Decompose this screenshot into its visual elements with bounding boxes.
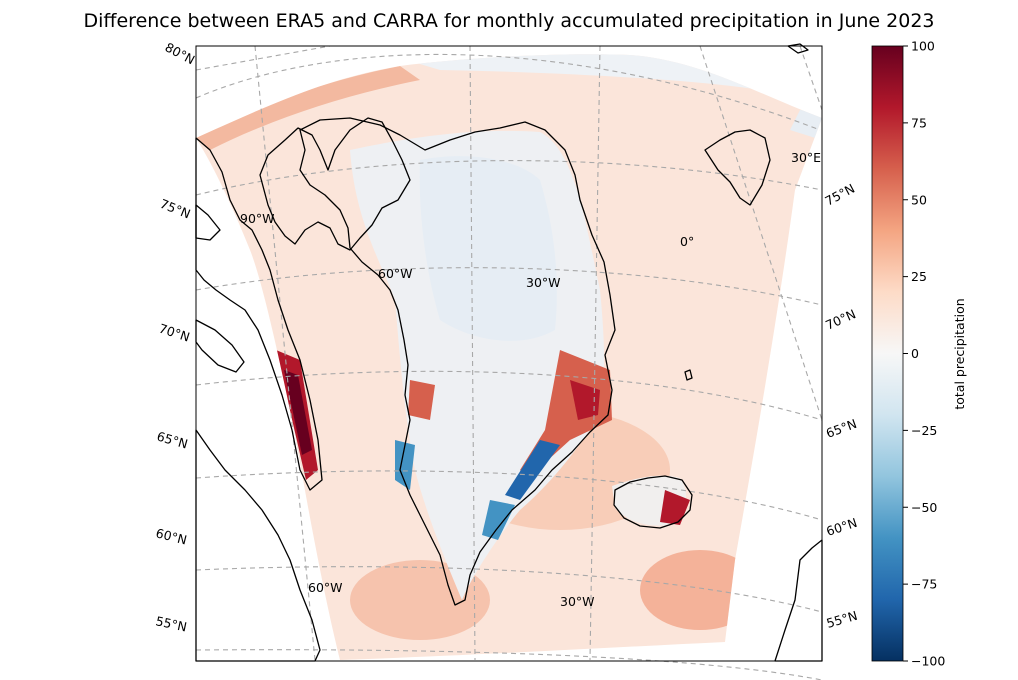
latitude-labels-left: 80°N 75°N 70°N 65°N 60°N 55°N <box>154 39 197 634</box>
lat-label-70n-right: 70°N <box>823 306 858 333</box>
lat-label-75n-right: 75°N <box>822 181 857 209</box>
longitude-labels: 90°W 60°W 30°W 0° 30°E 60°W 30°W <box>240 150 821 609</box>
precipitation-difference-field <box>196 54 822 660</box>
colorbar-tick-label: 50 <box>911 192 927 207</box>
lon-label-30w: 30°W <box>526 275 561 290</box>
colorbar-label: total precipitation <box>952 298 967 409</box>
lat-label-80n-left: 80°N <box>163 39 198 67</box>
colorbar-tick-label: −25 <box>911 423 937 438</box>
greenland-coastline <box>299 117 616 606</box>
lon-label-90w: 90°W <box>240 211 275 226</box>
lat-label-55n-right: 55°N <box>825 608 859 631</box>
lat-label-55n-left: 55°N <box>154 613 188 634</box>
colorbar-body <box>871 45 904 662</box>
colorbar-tick-label: −50 <box>911 500 937 515</box>
latitude-labels-right: 75°N 70°N 65°N 60°N 55°N <box>822 181 859 631</box>
lon-label-30w-bottom: 30°W <box>560 594 595 609</box>
jan-mayen-coastline <box>684 369 693 381</box>
colorbar-tick-label: −75 <box>911 577 937 592</box>
lat-label-75n-left: 75°N <box>158 196 193 222</box>
lat-label-60n-right: 60°N <box>824 515 859 539</box>
lon-label-60w-bottom: 60°W <box>308 580 343 595</box>
lat-label-65n-left: 65°N <box>155 428 189 451</box>
island-coastline <box>195 319 245 373</box>
lat-label-70n-left: 70°N <box>157 321 192 345</box>
chart-title: Difference between ERA5 and CARRA for mo… <box>83 10 934 32</box>
lat-label-65n-right: 65°N <box>824 416 859 441</box>
iceland-coastline <box>613 475 693 529</box>
colorbar: 100 75 50 25 0 −25 −50 −75 −100 total precipitat… <box>871 39 967 669</box>
colorbar-tick-label: 0 <box>911 346 919 361</box>
map-frame <box>195 45 823 662</box>
lon-label-60w: 60°W <box>378 266 413 281</box>
lon-label-0: 0° <box>680 234 694 249</box>
colorbar-tick-label: 100 <box>911 39 935 54</box>
lat-label-60n-left: 60°N <box>154 525 188 547</box>
colorbar-ticks: 100 75 50 25 0 −25 −50 −75 −100 <box>903 39 945 669</box>
colorbar-tick-label: −100 <box>911 654 945 669</box>
ellesmere-coastline <box>259 117 411 251</box>
lon-label-30e: 30°E <box>791 150 821 165</box>
franz-josef-coastline <box>787 43 809 54</box>
baffin-coastline <box>195 137 323 491</box>
coastlines <box>195 43 823 662</box>
map-panel <box>195 43 823 680</box>
colorbar-tick-label: 25 <box>911 269 927 284</box>
graticule <box>195 45 823 680</box>
colorbar-tick-label: 75 <box>911 115 927 130</box>
svalbard-coastline <box>704 129 771 206</box>
